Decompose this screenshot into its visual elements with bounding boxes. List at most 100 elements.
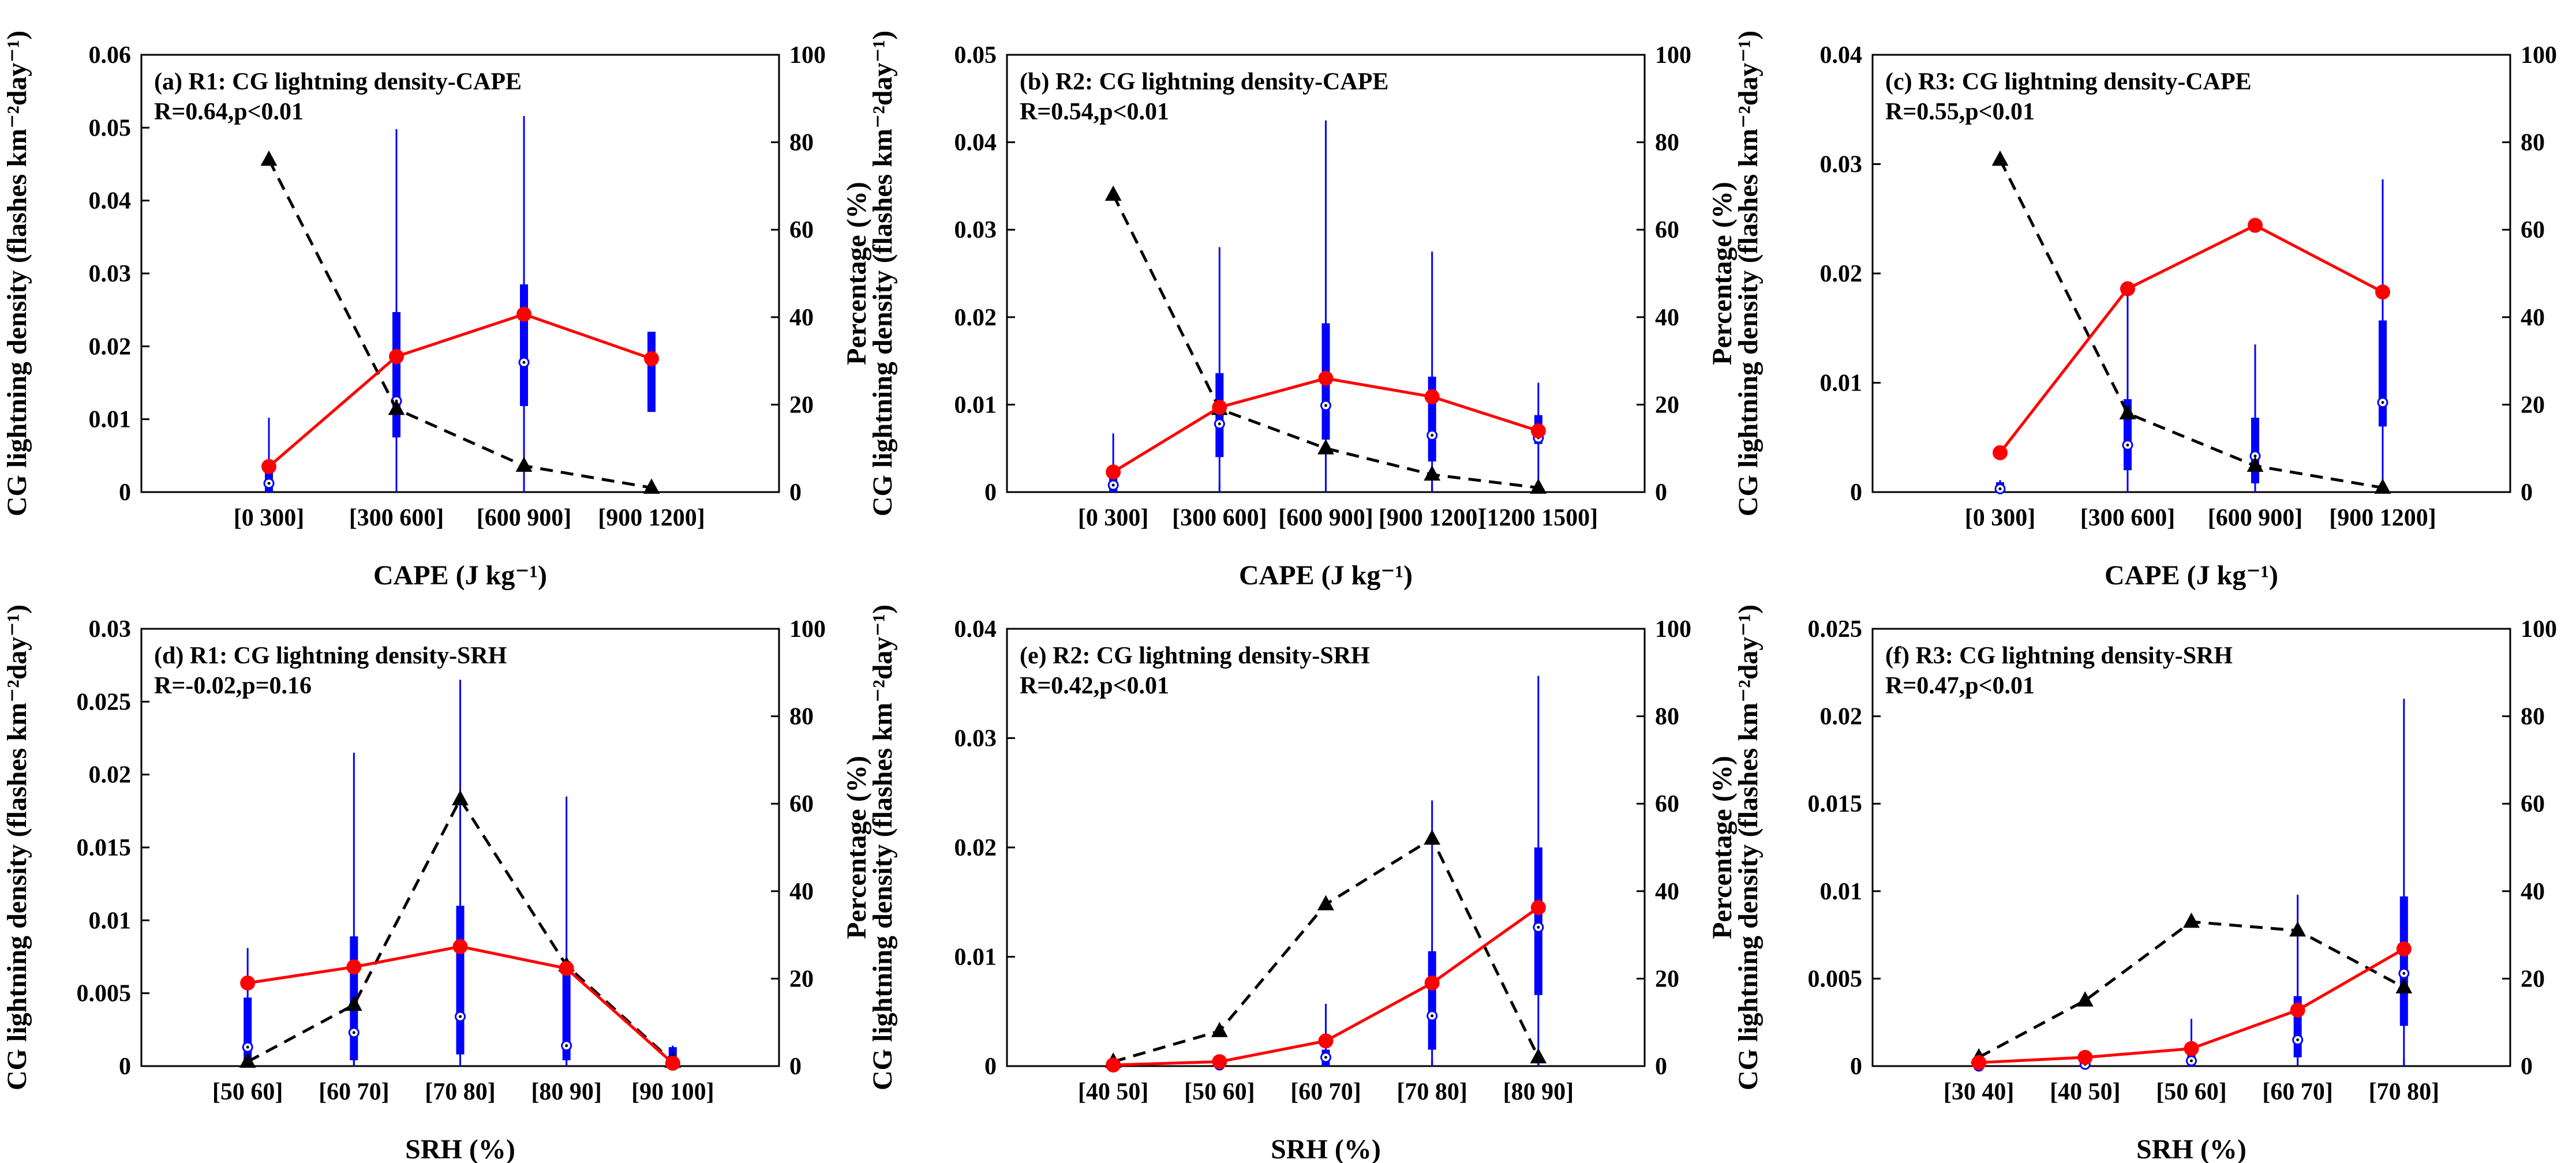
percentage-marker bbox=[2076, 991, 2094, 1007]
x-tick-label: [80 90] bbox=[531, 1079, 601, 1105]
box-median-dot bbox=[1324, 1056, 1327, 1059]
box-iqr bbox=[1215, 373, 1224, 457]
percentage-marker bbox=[1991, 150, 2009, 166]
y2-tick-label: 40 bbox=[2521, 879, 2545, 905]
y2-tick-label: 80 bbox=[1655, 130, 1679, 156]
mean-marker bbox=[1993, 445, 2008, 460]
x-tick-label: [300 600] bbox=[349, 505, 444, 531]
y-tick-label: 0.02 bbox=[1820, 261, 1863, 287]
mean-line bbox=[1999, 223, 2384, 454]
mean-marker bbox=[1424, 389, 1440, 404]
x-tick-label: [60 70] bbox=[319, 1079, 389, 1105]
y2-tick-label: 60 bbox=[2521, 217, 2545, 243]
percentage-line bbox=[267, 159, 652, 489]
percentage-marker bbox=[1424, 829, 1441, 845]
y-tick-label: 0.005 bbox=[77, 981, 132, 1007]
panel-title: (d) R1: CG lightning density-SRH bbox=[154, 643, 507, 669]
y-tick-label: 0.04 bbox=[954, 616, 997, 643]
mean-marker bbox=[2375, 284, 2390, 300]
y-tick-label: 0.015 bbox=[77, 835, 132, 861]
x-tick-label: [50 60] bbox=[212, 1079, 283, 1105]
percentage-marker bbox=[1424, 465, 1441, 481]
y2-tick-label: 60 bbox=[1655, 791, 1679, 817]
mean-marker bbox=[1212, 1054, 1227, 1070]
panel-stats: R=-0.02,p=0.16 bbox=[154, 673, 312, 699]
y-tick-label: 0.05 bbox=[89, 115, 132, 141]
box-iqr bbox=[520, 284, 528, 406]
panel-title: (f) R3: CG lightning density-SRH bbox=[1885, 643, 2233, 669]
y2-tick-label: 60 bbox=[2521, 791, 2545, 817]
percentage-marker bbox=[2395, 978, 2413, 993]
mean-line bbox=[268, 313, 652, 468]
mean-marker bbox=[2184, 1041, 2199, 1056]
box-median-dot bbox=[2190, 1059, 2193, 1063]
y2-axis-label: Percentage (%) bbox=[841, 756, 872, 939]
box-iqr bbox=[647, 332, 656, 412]
mean-marker bbox=[346, 959, 362, 975]
mean-marker bbox=[1530, 423, 1546, 438]
box-median-dot bbox=[2381, 401, 2384, 404]
x-tick-label: [600 900] bbox=[477, 505, 571, 531]
percentage-marker bbox=[1211, 1022, 1228, 1037]
mean-marker bbox=[2396, 941, 2412, 956]
mean-marker bbox=[665, 1055, 680, 1071]
percentage-marker bbox=[2374, 478, 2391, 494]
y2-axis-label: Percentage (%) bbox=[2573, 756, 2576, 939]
y-tick-label: 0.02 bbox=[1820, 704, 1863, 730]
y2-tick-label: 40 bbox=[789, 305, 814, 331]
y-tick-label: 0.015 bbox=[1808, 791, 1863, 817]
box-median-dot bbox=[2126, 444, 2129, 447]
box-median-dot bbox=[522, 361, 526, 364]
y-tick-label: 0.05 bbox=[954, 42, 997, 69]
x-tick-label: [60 70] bbox=[1290, 1079, 1361, 1105]
box-median-dot bbox=[459, 1015, 462, 1018]
y-tick-label: 0.02 bbox=[89, 762, 132, 789]
box-median-dot bbox=[2402, 971, 2406, 975]
chart-panel-d: 0 0.005 0.01 0.015 0.02 0.025 0.03 0 20 40 60 80 100… bbox=[2, 605, 872, 1163]
mean-marker bbox=[389, 349, 404, 365]
y-axis-label: CG lightning density (flashes km⁻²day⁻¹) bbox=[867, 605, 898, 1090]
box-median-dot bbox=[1431, 1014, 1434, 1018]
x-tick-label: [60 70] bbox=[2262, 1079, 2332, 1105]
box-median-dot bbox=[1431, 433, 1434, 437]
y-tick-label: 0.03 bbox=[954, 217, 997, 243]
mean-marker bbox=[2290, 1002, 2305, 1018]
x-tick-label: [600 900] bbox=[2208, 505, 2302, 531]
y-tick-label: 0 bbox=[984, 1053, 997, 1080]
x-tick-label: [40 50] bbox=[1078, 1079, 1148, 1105]
y-tick-label: 0.01 bbox=[954, 392, 997, 418]
mean-marker bbox=[240, 975, 256, 991]
box-iqr bbox=[392, 312, 400, 438]
percentage-marker bbox=[345, 995, 362, 1011]
y-tick-label: 0 bbox=[119, 479, 131, 506]
box-median-dot bbox=[1111, 483, 1115, 487]
y2-axis-label: Percentage (%) bbox=[2573, 182, 2576, 365]
mean-marker bbox=[1318, 370, 1334, 386]
y2-tick-label: 0 bbox=[2521, 479, 2533, 506]
percentage-line bbox=[1998, 159, 2383, 489]
x-axis-label: CAPE (J kg⁻¹) bbox=[2105, 560, 2278, 591]
x-tick-label: [70 80] bbox=[425, 1079, 495, 1105]
y-tick-label: 0 bbox=[119, 1053, 131, 1080]
x-tick-label: [900 1200] bbox=[598, 505, 705, 531]
chart-panel-b: 0 0.01 0.02 0.03 0.04 0.05 0 20 40 60 80 100 [0 300]… bbox=[867, 31, 1738, 591]
y2-tick-label: 20 bbox=[2521, 392, 2545, 418]
chart-panel-f: 0 0.005 0.01 0.015 0.02 0.025 0 20 40 60 80 100 [30 … bbox=[1733, 605, 2576, 1163]
y2-axis-label: Percentage (%) bbox=[1707, 182, 1738, 365]
x-tick-label: [90 100] bbox=[631, 1079, 714, 1105]
mean-marker bbox=[1318, 1033, 1334, 1049]
mean-marker bbox=[1530, 900, 1546, 916]
y-tick-label: 0.025 bbox=[1808, 616, 1863, 643]
mean-marker bbox=[559, 961, 574, 976]
x-tick-label: [0 300] bbox=[234, 505, 304, 531]
box-iqr bbox=[2379, 320, 2387, 427]
mean-marker bbox=[1424, 975, 1440, 991]
y-tick-label: 0.02 bbox=[89, 333, 132, 360]
percentage-marker bbox=[452, 790, 469, 806]
mean-marker bbox=[2248, 217, 2263, 233]
y-tick-label: 0.04 bbox=[1820, 42, 1863, 69]
percentage-marker bbox=[1530, 478, 1547, 494]
y2-axis-label: Percentage (%) bbox=[1707, 756, 1738, 939]
y-tick-label: 0 bbox=[1850, 1053, 1862, 1080]
percentage-marker bbox=[1104, 185, 1122, 201]
